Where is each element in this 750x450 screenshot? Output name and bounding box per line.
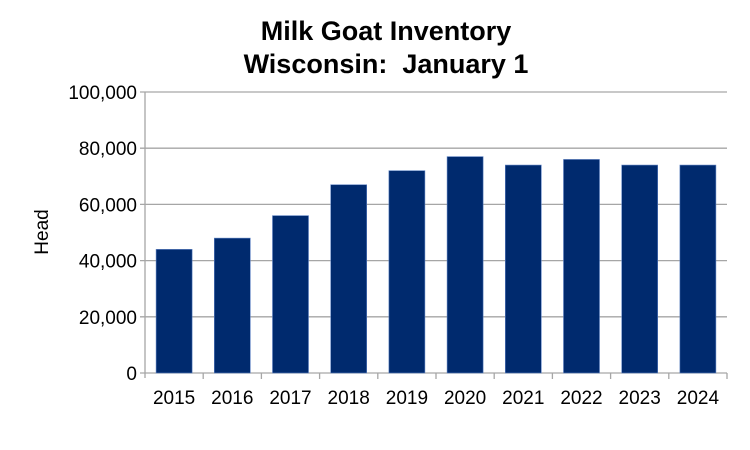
x-tick-label: 2019 <box>386 388 428 409</box>
x-tick-label: 2020 <box>444 388 486 409</box>
y-tick-label: 20,000 <box>79 308 137 329</box>
x-tick-label: 2017 <box>269 388 311 409</box>
bar-2018 <box>330 184 368 374</box>
y-axis-label: Head <box>32 209 53 254</box>
x-tick-label: 2015 <box>153 388 195 409</box>
bar-2019 <box>388 170 426 374</box>
x-tick-label: 2023 <box>619 388 661 409</box>
y-tick-label: 40,000 <box>79 252 137 273</box>
chart-title: Milk Goat Inventory <box>261 16 512 46</box>
bar-2015 <box>155 249 193 374</box>
y-tick-label: 0 <box>126 364 137 385</box>
x-tick-label: 2018 <box>328 388 370 409</box>
bar-2024 <box>679 164 717 374</box>
bar-2022 <box>563 159 600 374</box>
y-tick-label: 100,000 <box>68 83 137 104</box>
chart-subtitle: Wisconsin: January 1 <box>244 49 529 79</box>
y-tick-label: 60,000 <box>79 195 137 216</box>
y-tick-label: 80,000 <box>79 139 137 160</box>
bar-2016 <box>214 237 251 374</box>
x-tick-label: 2024 <box>677 388 720 409</box>
x-tick-label: 2021 <box>502 388 544 409</box>
x-tick-label: 2022 <box>560 388 602 409</box>
x-tick-label: 2016 <box>211 388 253 409</box>
bar-2017 <box>272 215 309 374</box>
bar-2020 <box>446 156 484 374</box>
bar-2021 <box>504 164 542 374</box>
bar-2023 <box>621 164 659 374</box>
